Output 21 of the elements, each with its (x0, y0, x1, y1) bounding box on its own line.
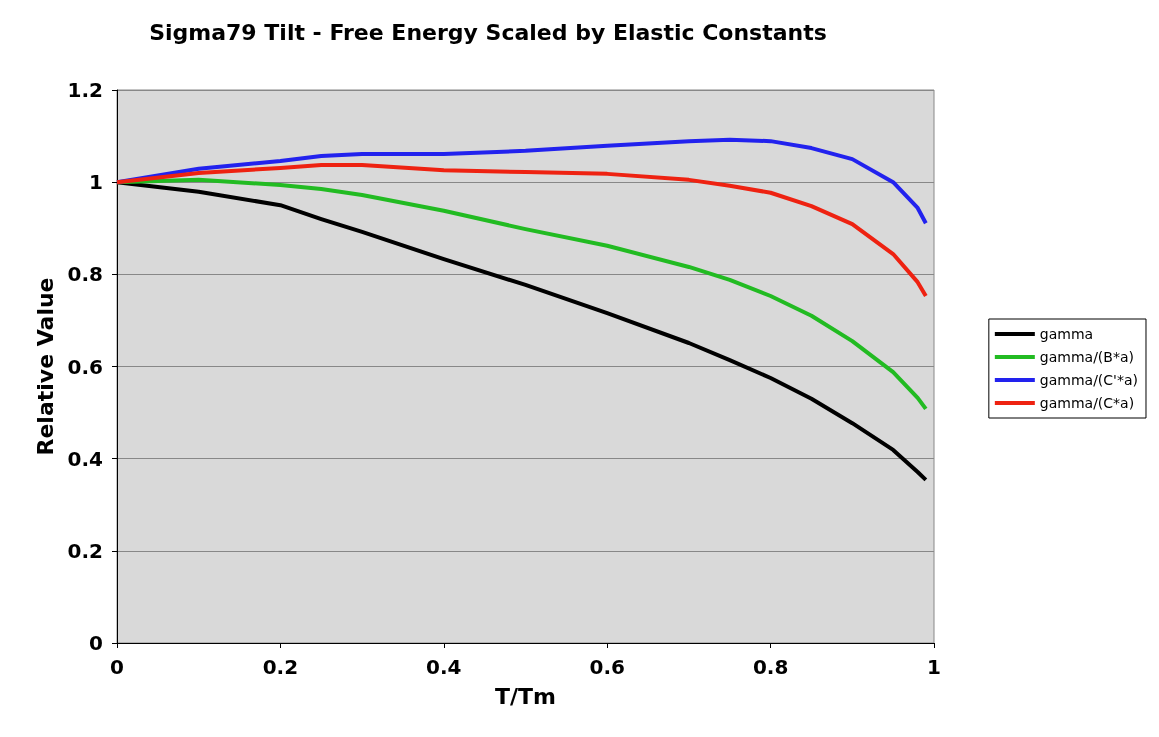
x-tick-label: 0.2 (262, 655, 299, 679)
y-tick-label: 0 (89, 631, 103, 655)
legend-label: gamma/(B*a) (1039, 349, 1134, 365)
x-tick-label: 0.8 (752, 655, 789, 679)
y-tick-label: 1.2 (67, 78, 103, 102)
x-tick-label: 0 (110, 655, 124, 679)
y-tick-label: 0.4 (67, 446, 103, 471)
chart-title: Sigma79 Tilt - Free Energy Scaled by Elastic Constants (149, 19, 827, 45)
y-tick-label: 0.8 (67, 262, 103, 287)
line-series (115, 163, 928, 298)
legend-label: gamma (1039, 326, 1094, 342)
x-tick-label: 0.6 (589, 655, 625, 679)
x-axis-title: T/Tm (495, 683, 556, 709)
x-tick-label: 0.4 (426, 655, 462, 679)
legend-label: gamma/(C'*a) (1039, 372, 1139, 388)
x-tick-label: 1 (927, 655, 941, 679)
legend-label: gamma/(C*a) (1039, 395, 1135, 411)
y-tick-label: 0.6 (67, 354, 103, 379)
y-tick-label: 0.2 (67, 538, 103, 563)
y-tick-label: 1 (89, 170, 103, 195)
y-axis-title: Relative Value (33, 277, 59, 456)
